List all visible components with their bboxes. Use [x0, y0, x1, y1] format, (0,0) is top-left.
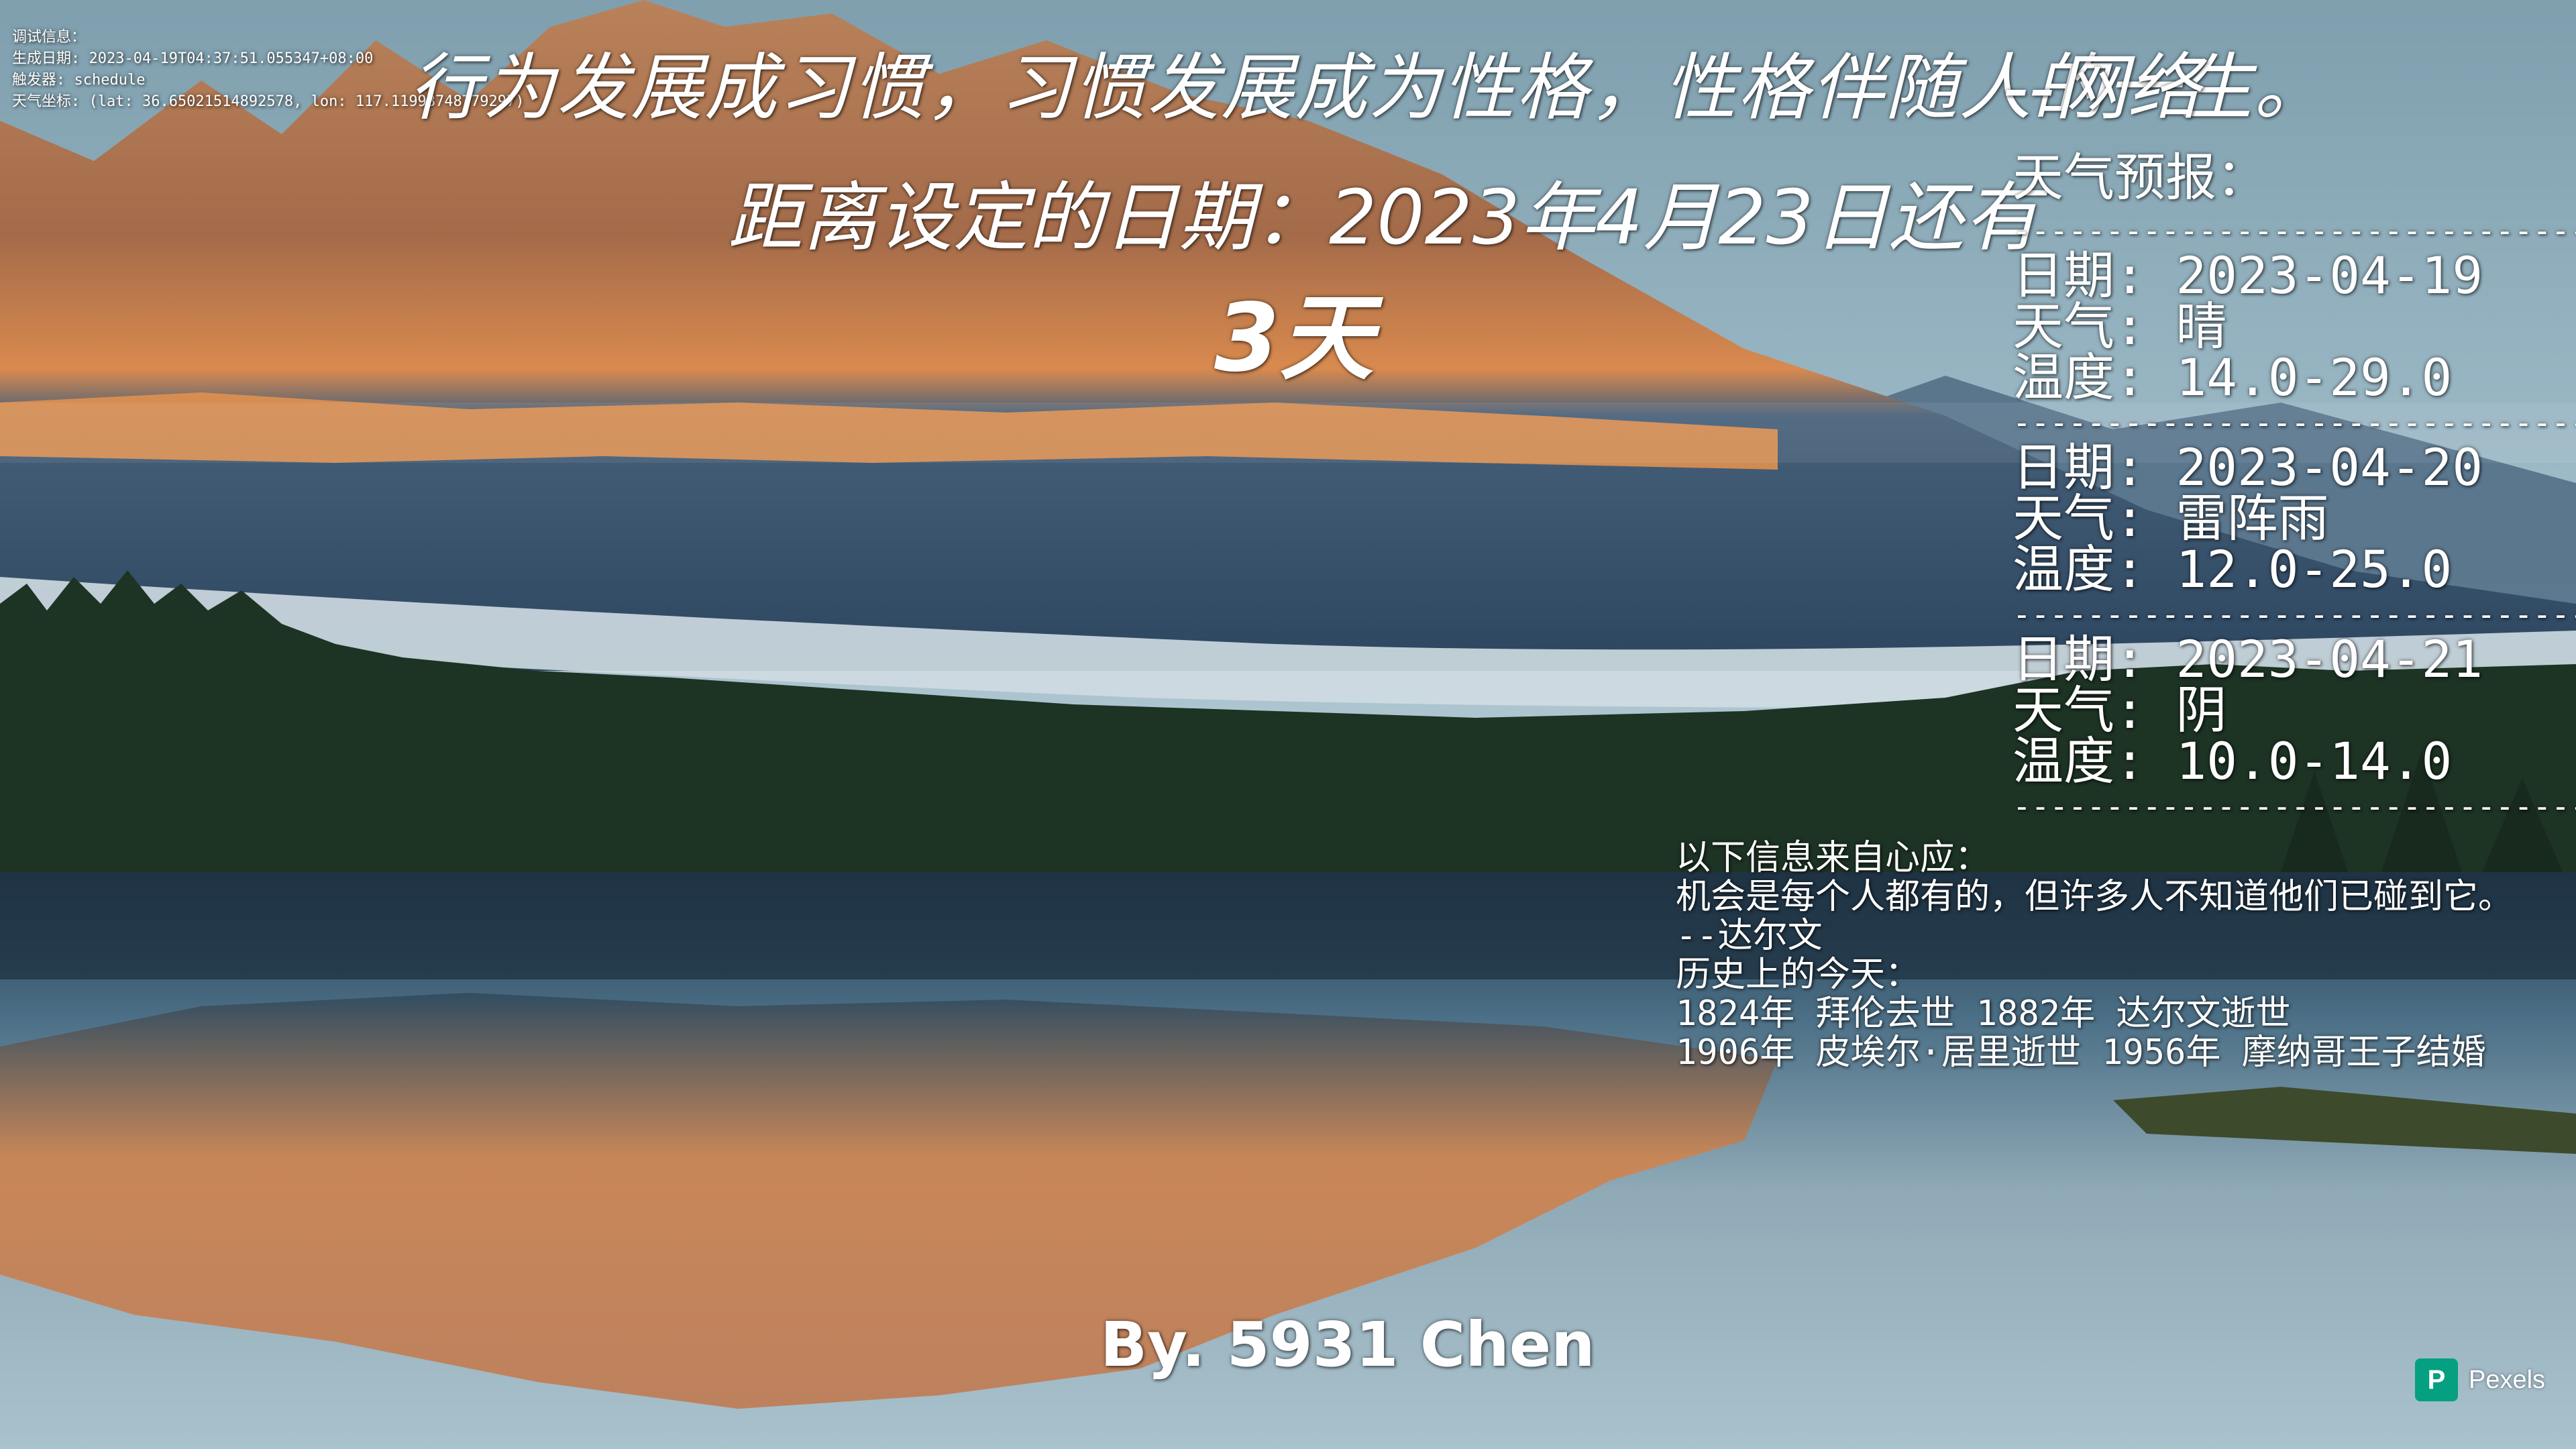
- weather-separator: ----------------------------------: [2012, 213, 2576, 249]
- info-line: 历史上的今天：: [1676, 955, 1921, 995]
- weather-temperature: 温度: 14.0-29.0: [2012, 347, 2453, 407]
- weather-temperature: 温度: 12.0-25.0: [2012, 539, 2453, 599]
- debug-info: 调试信息： 生成日期: 2023-04-19T04:37:51.055347+0…: [12, 27, 525, 113]
- weather-day: 日期: 2023-04-20 天气: 雷阵雨 温度: 12.0-25.0: [2012, 442, 2576, 595]
- debug-line: 生成日期: 2023-04-19T04:37:51.055347+08:00: [12, 50, 374, 67]
- countdown-days: 3天: [1214, 284, 1374, 393]
- info-line: 1824年 拜伦去世 1882年 达尔文逝世: [1676, 994, 2291, 1034]
- weather-day: 日期: 2023-04-19 天气: 晴 温度: 14.0-29.0: [2012, 250, 2576, 403]
- quote-text: 行为发展成习惯，习惯发展成为性格，性格伴随人的一生。: [409, 46, 2328, 130]
- weather-forecast: 天气预报： ----------------------------------…: [2012, 144, 2576, 826]
- info-line: 以下信息来自心应：: [1676, 838, 1990, 878]
- daily-info: 以下信息来自心应： 机会是每个人都有的，但许多人不知道他们已碰到它。 --达尔文…: [1676, 839, 2513, 1072]
- pexels-label: Pexels: [2469, 1365, 2546, 1394]
- countdown-title: 距离设定的日期：2023年4月23日还有: [728, 174, 2039, 262]
- debug-line: 触发器: schedule: [12, 72, 146, 89]
- pexels-watermark: P Pexels: [2415, 1358, 2545, 1401]
- debug-line: 调试信息：: [12, 29, 87, 46]
- weather-day: 日期: 2023-04-21 天气: 阴 温度: 10.0-14.0: [2012, 634, 2576, 787]
- debug-line: 天气坐标: (lat: 36.65021514892578, lon: 117.…: [12, 93, 525, 110]
- quote-source: --网络: [2002, 46, 2200, 130]
- weather-title: 天气预报：: [2012, 148, 2267, 207]
- info-line: 1906年 皮埃尔·居里逝世 1956年 摩纳哥王子结婚: [1676, 1032, 2486, 1073]
- weather-condition: 天气: 晴: [2012, 297, 2227, 356]
- author-signature: By. 5931 Chen: [1100, 1309, 1595, 1381]
- weather-temperature: 温度: 10.0-14.0: [2012, 731, 2453, 791]
- weather-condition: 天气: 阴: [2012, 680, 2227, 740]
- weather-condition: 天气: 雷阵雨: [2012, 488, 2329, 548]
- weather-separator: ----------------------------------: [2012, 596, 2576, 633]
- weather-separator: ----------------------------------: [2012, 405, 2576, 441]
- info-line: --达尔文: [1676, 916, 1823, 956]
- weather-date: 日期: 2023-04-21: [2012, 629, 2483, 689]
- weather-separator: ----------------------------------: [2012, 788, 2576, 824]
- pexels-logo-icon: P: [2415, 1358, 2458, 1401]
- weather-date: 日期: 2023-04-19: [2012, 246, 2483, 305]
- info-line: 机会是每个人都有的，但许多人不知道他们已碰到它。: [1676, 877, 2514, 917]
- weather-date: 日期: 2023-04-20: [2012, 437, 2483, 497]
